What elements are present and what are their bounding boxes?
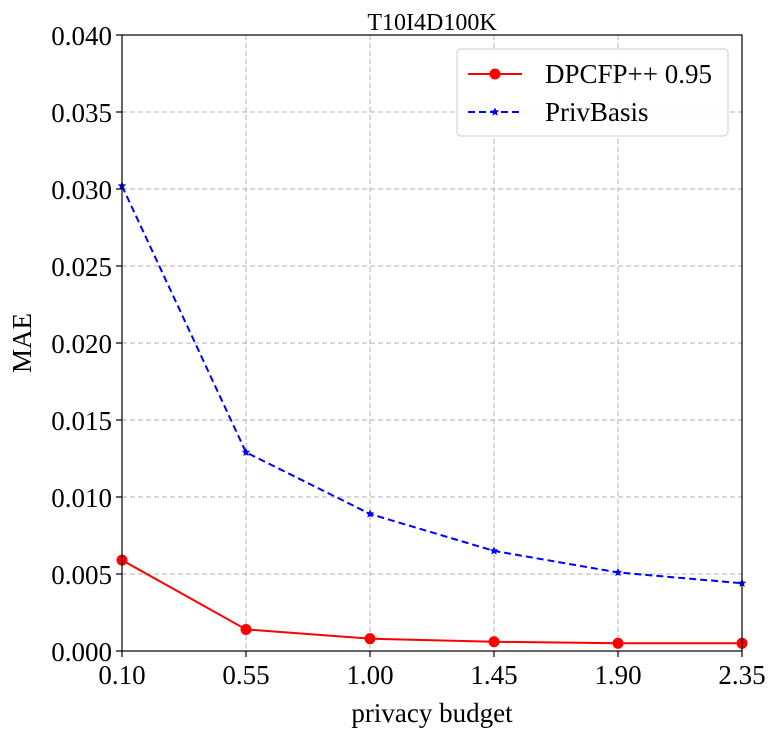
x-tick-label: 1.45 <box>470 660 517 690</box>
y-tick-label: 0.005 <box>51 560 112 590</box>
y-tick-label: 0.010 <box>51 483 112 513</box>
data-point <box>613 567 623 577</box>
x-tick-label: 1.90 <box>594 660 641 690</box>
series-line <box>121 559 742 645</box>
data-point <box>365 509 375 518</box>
x-axis-label: privacy budget <box>351 698 513 728</box>
series-line <box>121 185 743 585</box>
legend: DPCFP++ 0.95 PrivBasis <box>456 48 729 137</box>
y-axis-label: MAE <box>7 313 37 373</box>
chart-title: T10I4D100K <box>367 10 497 36</box>
y-tick-label: 0.000 <box>51 637 112 667</box>
legend-marker <box>489 68 501 80</box>
plot-series <box>116 181 748 649</box>
x-tick-label: 0.55 <box>222 660 269 690</box>
data-point <box>488 636 500 648</box>
axis-ticks: 0.10 0.55 1.00 1.45 1.90 2.35 0.000 0.005 0.010 0… <box>51 21 765 690</box>
y-tick-label: 0.025 <box>51 252 112 282</box>
data-point <box>364 633 376 645</box>
series-privbasis <box>117 181 747 588</box>
y-tick-label: 0.040 <box>51 21 112 51</box>
legend-marker <box>490 107 500 116</box>
x-tick-label: 2.35 <box>718 660 765 690</box>
x-tick-label: 1.00 <box>346 660 393 690</box>
legend-box <box>456 48 729 137</box>
data-point <box>240 623 252 635</box>
legend-label: PrivBasis <box>545 97 649 127</box>
data-point <box>489 546 499 555</box>
data-point <box>241 447 251 457</box>
data-point <box>612 637 624 649</box>
y-tick-label: 0.015 <box>51 406 112 436</box>
y-tick-label: 0.020 <box>51 329 112 359</box>
y-tick-label: 0.030 <box>51 175 112 205</box>
legend-entry: PrivBasis <box>468 97 649 127</box>
y-tick-label: 0.035 <box>51 98 112 128</box>
legend-entry: DPCFP++ 0.95 <box>468 59 712 89</box>
legend-label: DPCFP++ 0.95 <box>545 59 712 89</box>
series-dpcfp <box>116 554 748 649</box>
x-tick-label: 0.10 <box>98 660 145 690</box>
